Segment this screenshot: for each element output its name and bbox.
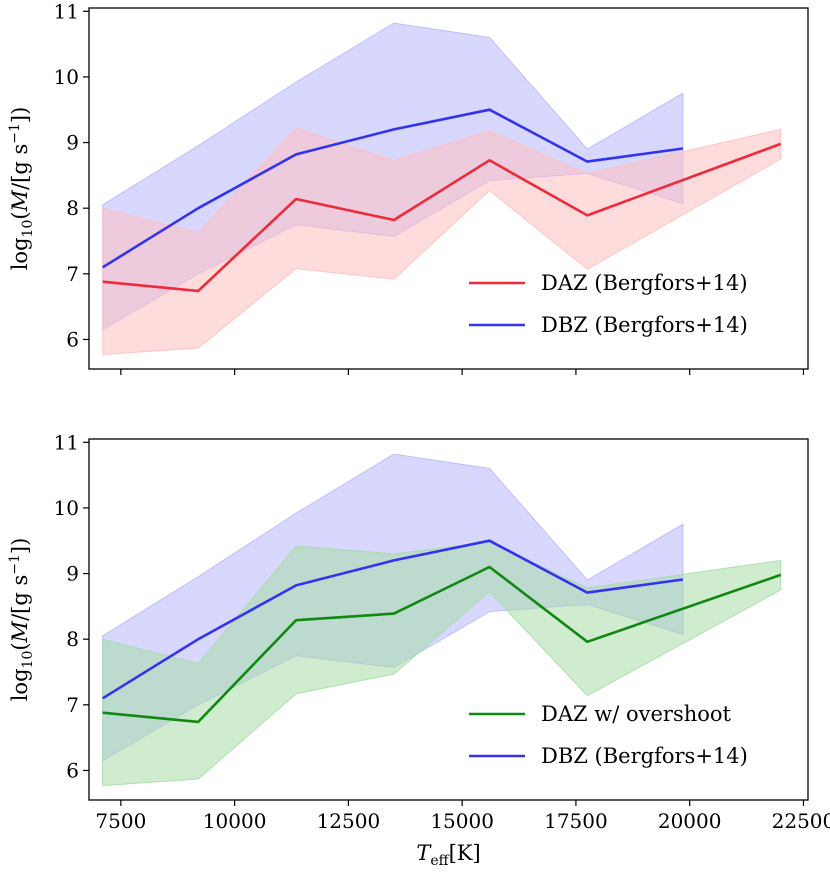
x-tick-label: 20000 [658,809,722,833]
panel-1: 6 7 8 9 10 11 log10(M/[g s−1]) DAZ (Bergfors+14… [7,0,809,375]
x-tick-label: 15000 [430,809,494,833]
legend-label: DBZ (Bergfors+14) [541,744,748,768]
panel-2: 6 7 8 9 10 11 7500 10000 12500 15000 17500 20000 225… [7,430,830,869]
y-tick-label: 9 [66,562,79,586]
x-tick-label: 7500 [95,809,146,833]
y-tick-label: 6 [66,327,79,351]
x-axis-label: Teff[K] [416,841,480,869]
y-tick-label: 7 [66,262,79,286]
y-tick-label: 9 [66,131,79,155]
y-axis-label: log10(M/[g s−1]) [7,107,36,271]
y-tick-label: 11 [54,430,79,454]
x-tick-label: 10000 [203,809,267,833]
band-daz-bergfors-14- [102,127,782,356]
line-daz-w-overshoot [102,565,782,724]
legend-label: DAZ (Bergfors+14) [541,271,748,295]
y-tick-label: 10 [54,496,79,520]
y-tick-label: 7 [66,693,79,717]
y-tick-label: 11 [54,0,79,23]
y-tick-label: 8 [66,196,79,220]
axes-frame [88,438,809,801]
legend-label: DBZ (Bergfors+14) [541,313,748,337]
y-tick-label: 10 [54,65,79,89]
band-daz-w-overshoot [102,541,782,787]
line-daz-bergfors-14- [102,142,782,293]
y-tick-label: 8 [66,627,79,651]
legend: DAZ w/ overshoot DBZ (Bergfors+14) [469,702,748,768]
axes-frame [88,7,809,370]
y-axis-label: log10(M/[g s−1]) [7,538,36,702]
legend-label: DAZ w/ overshoot [541,702,732,726]
x-tick-label: 12500 [317,809,381,833]
x-tick-label: 17500 [544,809,608,833]
y-tick-label: 6 [66,758,79,782]
x-tick-label: 22500 [772,809,830,833]
legend: DAZ (Bergfors+14) DBZ (Bergfors+14) [469,271,748,337]
line-dbz-bergfors-14- [102,539,684,700]
line-dbz-bergfors-14- [102,108,684,269]
